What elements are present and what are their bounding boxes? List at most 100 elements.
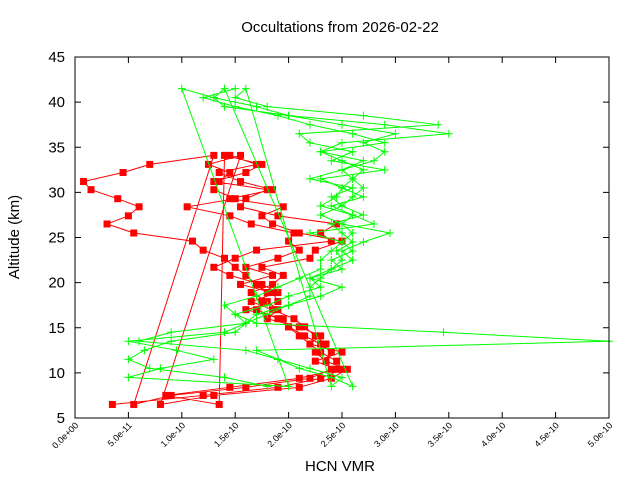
x-axis-label: HCN VMR (305, 458, 375, 475)
data-point-plus (348, 238, 357, 247)
data-point-square (162, 391, 170, 399)
data-point-square (274, 289, 282, 297)
data-point-square (258, 212, 266, 220)
data-point-plus (359, 165, 368, 174)
data-point-square (253, 306, 261, 314)
data-point-square (253, 160, 261, 168)
data-point-plus (220, 328, 229, 337)
data-point-plus (124, 355, 133, 364)
data-point-plus (273, 283, 282, 292)
data-point-plus (252, 292, 261, 301)
data-point-square (327, 348, 335, 356)
y-tick-label: 20 (48, 275, 65, 292)
data-point-plus (220, 84, 229, 93)
data-point-plus (252, 319, 261, 328)
data-point-square (221, 254, 229, 262)
data-point-square (269, 289, 277, 297)
data-point-plus (316, 210, 325, 219)
data-point-plus (284, 382, 293, 391)
data-point-plus (316, 174, 325, 183)
data-point-plus (327, 219, 336, 228)
data-point-square (274, 254, 282, 262)
data-point-plus (359, 138, 368, 147)
data-point-square (295, 323, 303, 331)
data-point-square (210, 186, 218, 194)
x-tick-label: 2.0e-10 (265, 420, 294, 449)
data-point-square (130, 229, 138, 237)
data-point-plus (284, 292, 293, 301)
data-point-square (124, 212, 132, 220)
data-point-square (242, 195, 250, 203)
data-point-square (263, 289, 271, 297)
data-point-square (269, 271, 277, 279)
data-point-square (183, 203, 191, 211)
data-point-square (311, 348, 319, 356)
data-point-square (258, 280, 266, 288)
data-point-square (306, 340, 314, 348)
y-axis-label: Altitude (km) (6, 195, 23, 279)
data-point-plus (295, 364, 304, 373)
x-tick-label: 1.5e-10 (212, 420, 241, 449)
data-point-plus (338, 373, 346, 382)
series-1 (80, 151, 351, 408)
data-point-plus (135, 337, 144, 346)
y-tick-label: 30 (48, 184, 65, 201)
data-point-plus (327, 256, 336, 265)
data-point-plus (386, 228, 395, 237)
data-point-square (242, 306, 250, 314)
data-point-plus (359, 238, 368, 247)
data-point-square (311, 246, 319, 254)
data-point-square (108, 400, 116, 408)
data-point-plus (359, 210, 368, 219)
data-point-square (210, 178, 218, 186)
data-point-plus (380, 147, 389, 156)
data-point-square (258, 160, 266, 168)
data-point-plus (241, 346, 250, 355)
data-point-plus (359, 192, 368, 201)
x-tick-label: 5.0e-10 (586, 420, 615, 449)
data-point-square (119, 169, 127, 177)
data-point-square (338, 365, 346, 373)
plot-frame (74, 56, 610, 419)
data-point-plus (305, 228, 314, 237)
data-point-plus (316, 265, 325, 274)
data-point-plus (231, 102, 240, 111)
data-point-plus (338, 283, 346, 292)
data-point-square (226, 271, 234, 279)
data-point-square (317, 229, 325, 237)
data-point-plus (434, 120, 443, 129)
data-point-square (188, 237, 196, 245)
data-point-square (263, 186, 271, 194)
data-point-plus (295, 274, 304, 283)
data-point-plus (209, 355, 218, 364)
data-point-plus (359, 156, 368, 165)
data-point-plus (348, 147, 357, 156)
data-point-plus (370, 219, 379, 228)
data-point-square (279, 271, 287, 279)
data-point-square (295, 332, 303, 340)
data-point-plus (316, 147, 325, 156)
data-point-square (285, 323, 293, 331)
data-point-square (258, 263, 266, 271)
data-point-square (269, 220, 277, 228)
data-point-plus (370, 156, 379, 165)
y-tick-label: 45 (48, 49, 65, 66)
data-point-square (263, 315, 271, 323)
data-point-square (231, 254, 239, 262)
x-tick-label: 4.5e-10 (532, 420, 561, 449)
data-point-plus (332, 192, 341, 201)
data-point-square (226, 195, 234, 203)
data-point-plus (316, 283, 325, 292)
data-point-plus (167, 328, 176, 337)
chart-title: Occultations from 2026-02-22 (241, 19, 439, 36)
data-point-square (231, 263, 239, 271)
data-point-square (317, 340, 325, 348)
data-point-square (333, 357, 341, 365)
data-point-square (135, 203, 143, 211)
y-tick-label: 40 (48, 94, 65, 111)
data-point-plus (241, 84, 250, 93)
data-point-square (226, 151, 234, 159)
data-point-plus (338, 165, 346, 174)
data-point-square (103, 220, 111, 228)
data-point-square (301, 323, 309, 331)
